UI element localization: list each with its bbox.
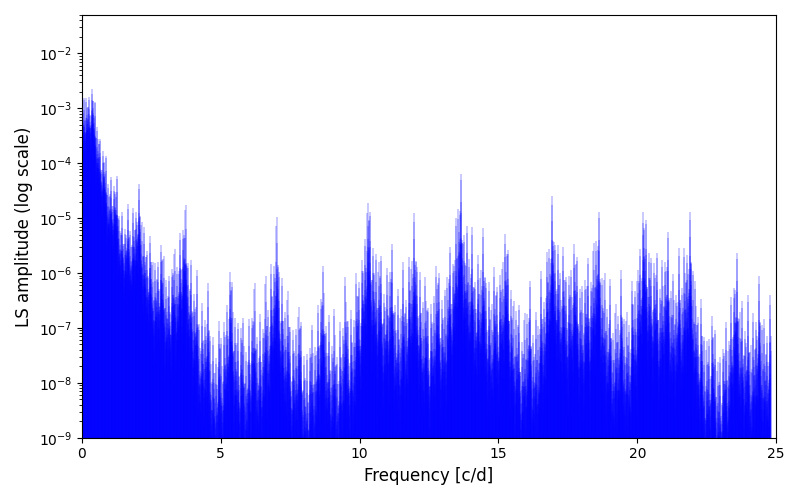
X-axis label: Frequency [c/d]: Frequency [c/d] [364, 467, 494, 485]
Y-axis label: LS amplitude (log scale): LS amplitude (log scale) [15, 126, 33, 326]
